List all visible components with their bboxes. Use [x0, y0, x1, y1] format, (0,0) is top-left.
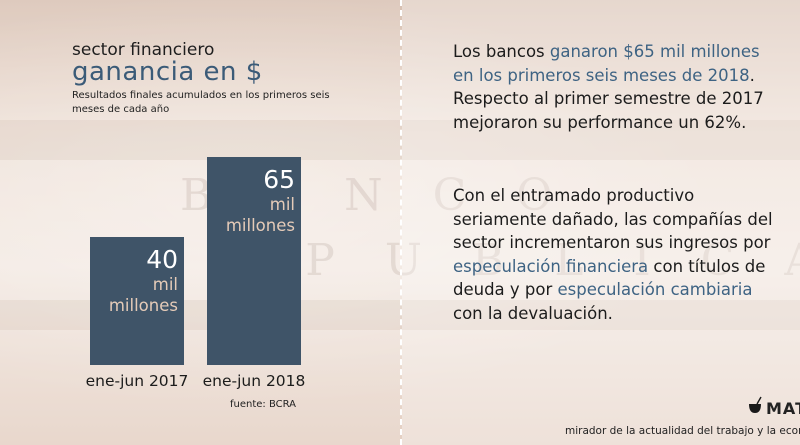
p1-text-a: Los bancos: [453, 42, 550, 61]
p2-text-c: con la devaluación.: [453, 303, 613, 323]
p2-text-b: con títulos de deuda y por: [453, 256, 766, 300]
chart-title-sector: sector financiero: [72, 40, 215, 60]
bar-unit-label-1-0: mil: [270, 195, 295, 214]
chart-title-ganancia: ganancia en $: [72, 57, 263, 87]
bar-1: [207, 157, 301, 365]
paragraph-2: Con el entramado productivo seriamente d…: [453, 184, 783, 325]
chart-subtitle: Resultados finales acumulados en los pri…: [72, 90, 330, 115]
x-tick-label-0: ene-jun 2017: [86, 372, 189, 390]
p2-highlight-financiera: especulación financiera: [453, 256, 649, 276]
bar-0: [90, 237, 184, 365]
chart-panel: [0, 0, 400, 445]
p2-highlight-cambiaria: especulación cambiaria: [557, 280, 753, 299]
mate-logo-icon: [749, 396, 762, 413]
p1-text-b: . Respecto al primer semestre de 2017 me…: [453, 65, 764, 132]
chart-source: fuente: BCRA: [230, 399, 297, 410]
brand-tagline: mirador de la actualidad del trabajo y l…: [565, 425, 800, 437]
brand-logo-text: MAT: [766, 399, 800, 418]
p2-text-a: Con el entramado productivo seriamente d…: [453, 186, 773, 252]
bar-unit-label-0-0: mil: [153, 275, 178, 294]
text-panel: [402, 0, 800, 445]
bar-value-label-1: 65: [263, 165, 295, 194]
bar-unit-label-0-1: millones: [109, 296, 178, 315]
bar-unit-label-1-1: millones: [226, 216, 295, 235]
p1-highlight: ganaron $65 mil millones en los primeros…: [453, 42, 760, 85]
bar-value-label-0: 40: [146, 245, 178, 274]
dashed-divider: [400, 0, 402, 445]
paragraph-1: Los bancos ganaron $65 mil millones en l…: [453, 40, 783, 134]
x-tick-label-1: ene-jun 2018: [203, 372, 306, 390]
